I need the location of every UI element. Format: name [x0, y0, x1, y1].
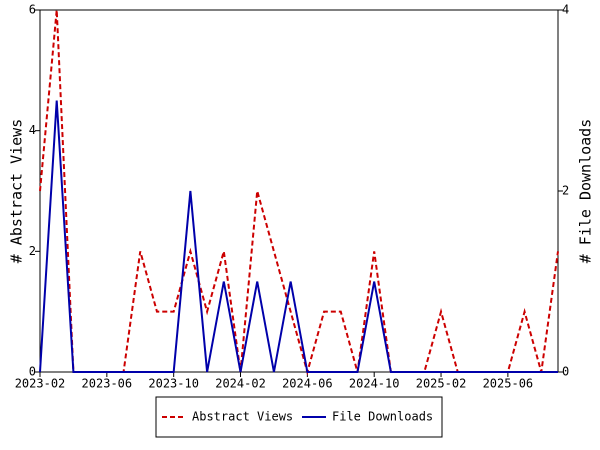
legend-label: Abstract Views — [192, 410, 293, 424]
series-line — [39, 9, 559, 376]
y2-tick-label: 2 — [562, 184, 569, 198]
legend-label: File Downloads — [332, 410, 433, 424]
legend — [155, 396, 443, 438]
x-tick-label: 2024-06 — [282, 377, 333, 391]
x-tick-label: 2023-10 — [148, 377, 199, 391]
series-line — [39, 100, 558, 373]
y-tick-label: 6 — [29, 3, 36, 17]
x-tick-label: 2025-02 — [416, 377, 467, 391]
y-axis-label: # Abstract Views — [8, 119, 26, 264]
y-tick-label: 2 — [29, 244, 36, 258]
plot-frame — [39, 9, 559, 373]
x-tick-label: 2024-10 — [349, 377, 400, 391]
x-tick-label: 2025-06 — [483, 377, 534, 391]
y2-axis-label: # File Downloads — [577, 119, 595, 264]
y2-tick-label: 4 — [562, 3, 569, 17]
y-tick-label: 0 — [29, 365, 36, 379]
y-tick-label: 4 — [29, 123, 36, 137]
x-tick-label: 2023-06 — [82, 377, 133, 391]
y2-tick-label: 0 — [562, 365, 569, 379]
x-tick-label: 2024-02 — [215, 377, 266, 391]
x-tick-label: 2023-02 — [15, 377, 66, 391]
